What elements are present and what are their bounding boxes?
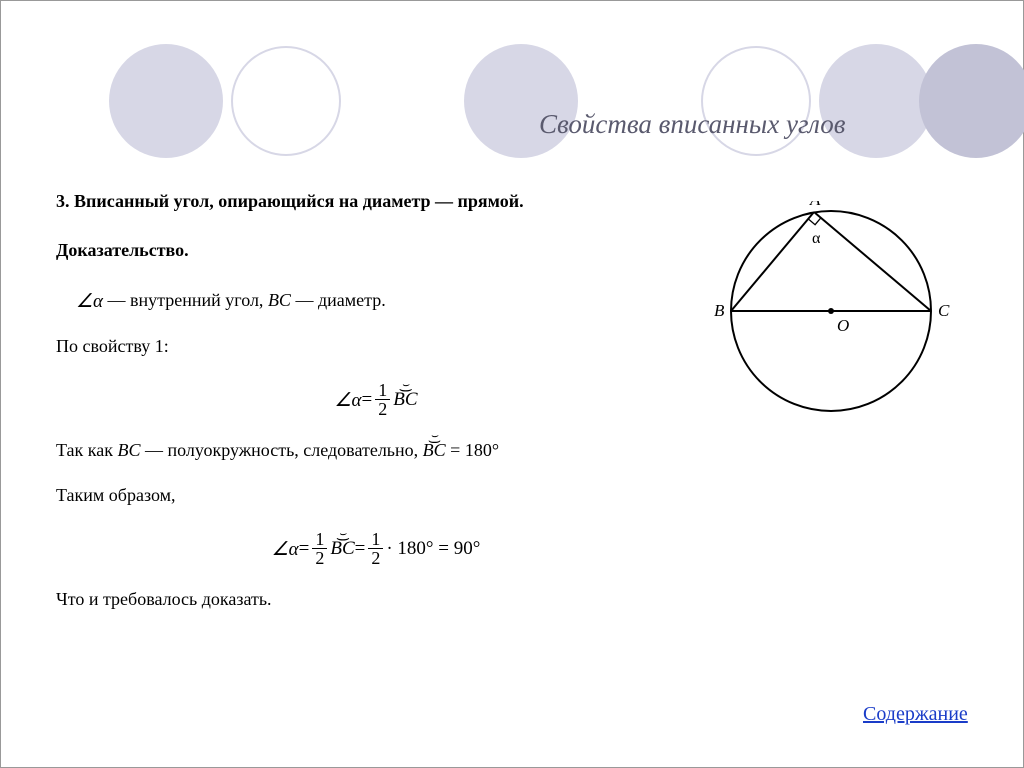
by-property: По свойству 1:	[56, 336, 696, 357]
theorem-number: 3.	[56, 191, 70, 211]
since-mid: — полуокружность, следовательно,	[145, 440, 423, 460]
svg-text:C: C	[938, 301, 950, 320]
since-arc: B͝C	[423, 440, 446, 461]
since-bc: BC	[118, 440, 141, 460]
decorative-circle	[464, 44, 578, 158]
diagram-svg: A B C Oα	[706, 201, 966, 426]
svg-text:α: α	[812, 230, 821, 247]
eq2-den2: 2	[368, 549, 383, 567]
svg-text:A: A	[809, 201, 821, 209]
eq1-lhs: ∠α	[334, 389, 361, 412]
given-line: ∠α — внутренний угол, BC — диаметр.	[76, 289, 696, 312]
decorative-circle	[919, 44, 1024, 158]
eq2-eq2: =	[355, 538, 366, 560]
theorem-statement: 3. Вписанный угол, опирающийся на диамет…	[56, 191, 696, 212]
eq1-frac: 1 2	[375, 381, 390, 418]
decorative-circle	[109, 44, 223, 158]
eq1-num: 1	[375, 381, 390, 400]
eq1-den: 2	[375, 400, 390, 418]
geometry-diagram: A B C Oα	[706, 201, 966, 431]
eq2-frac2: 1 2	[368, 530, 383, 567]
decorative-circle	[819, 44, 933, 158]
svg-text:O: O	[837, 316, 849, 335]
eq2-frac1: 1 2	[312, 530, 327, 567]
page-title: Свойства вписанных углов	[539, 109, 845, 140]
since-prefix: Так как	[56, 440, 118, 460]
eq1-arc: B͝C	[393, 389, 417, 411]
equation-2: ∠α = 1 2 B͝C = 1 2 · 180° = 90°	[56, 530, 696, 567]
decorative-circle	[231, 46, 341, 156]
content-body: 3. Вписанный угол, опирающийся на диамет…	[56, 191, 696, 634]
eq1-eq: =	[362, 389, 373, 411]
eq2-arc: B͝C	[330, 538, 354, 560]
theorem-text: Вписанный угол, опирающийся на диаметр —…	[74, 191, 524, 211]
equation-1: ∠α = 1 2 B͝C	[56, 381, 696, 418]
eq2-num2: 1	[368, 530, 383, 549]
svg-text:B: B	[714, 301, 725, 320]
given-suffix: — диаметр.	[295, 290, 385, 310]
since-line: Так как BC — полуокружность, следователь…	[56, 440, 696, 461]
given-mid: — внутренний угол,	[108, 290, 268, 310]
proof-label: Доказательство.	[56, 240, 696, 261]
eq2-den1: 2	[312, 549, 327, 567]
since-val: = 180°	[450, 440, 499, 460]
qed-line: Что и требовалось доказать.	[56, 589, 696, 610]
eq2-eq: =	[299, 538, 310, 560]
angle-symbol: ∠α	[76, 290, 103, 313]
eq2-dot180: · 180° = 90°	[386, 538, 480, 560]
toc-link[interactable]: Содержание	[863, 703, 968, 726]
eq2-num1: 1	[312, 530, 327, 549]
eq2-lhs: ∠α	[272, 538, 299, 561]
given-bc: BC	[268, 290, 291, 310]
thus-line: Таким образом,	[56, 485, 696, 506]
